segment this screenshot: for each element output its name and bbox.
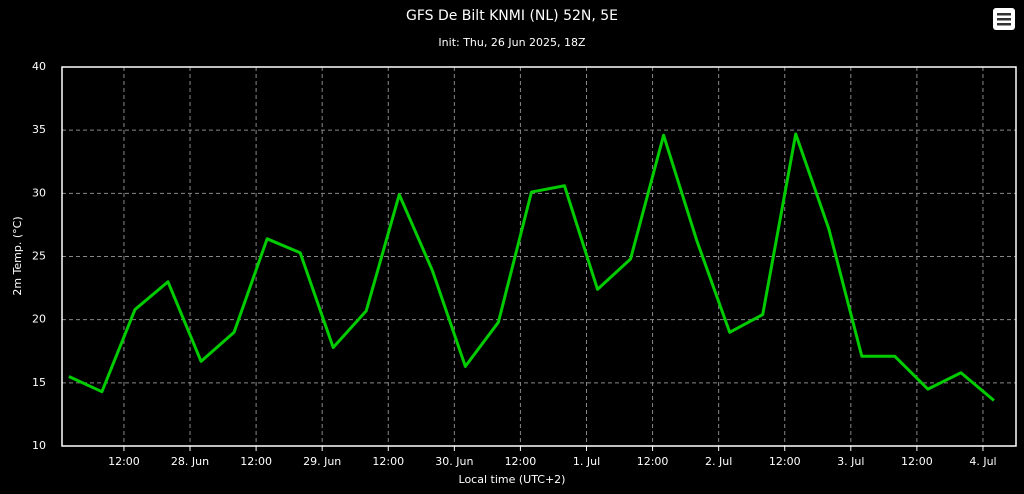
x-tick-label: 12:00 (372, 455, 404, 468)
x-tick-label: 12:00 (637, 455, 669, 468)
x-tick-label: 12:00 (901, 455, 933, 468)
y-tick-label: 15 (32, 376, 46, 389)
x-tick-label: 29. Jun (303, 455, 341, 468)
y-axis-title: 2m Temp. (°C) (11, 216, 24, 295)
menu-bar (997, 18, 1011, 21)
chart-subtitle: Init: Thu, 26 Jun 2025, 18Z (438, 36, 586, 49)
y-tick-label: 35 (32, 123, 46, 136)
chart-title: GFS De Bilt KNMI (NL) 52N, 5E (406, 8, 618, 24)
plot-frame (61, 66, 1017, 447)
x-tick-label: 28. Jun (171, 455, 209, 468)
y-tick-label: 20 (32, 313, 46, 326)
menu-button[interactable] (993, 8, 1015, 30)
x-tick-label: 4. Jul (969, 455, 996, 468)
x-tick-label: 30. Jun (435, 455, 473, 468)
x-tick-label: 12:00 (240, 455, 272, 468)
menu-bar (997, 23, 1011, 26)
line-series (68, 132, 995, 402)
x-tick-label: 12:00 (769, 455, 801, 468)
y-tick-label: 30 (32, 186, 46, 199)
x-tick-label: 1. Jul (573, 455, 600, 468)
x-tick-label: 3. Jul (837, 455, 864, 468)
y-tick-label: 10 (32, 439, 46, 452)
x-axis-title: Local time (UTC+2) (459, 473, 566, 486)
x-tick-label: 12:00 (505, 455, 537, 468)
x-tick-label: 12:00 (108, 455, 140, 468)
y-tick-label: 25 (32, 250, 46, 263)
menu-bar (997, 13, 1011, 16)
x-tick-label: 2. Jul (705, 455, 732, 468)
y-tick-label: 40 (32, 60, 46, 73)
